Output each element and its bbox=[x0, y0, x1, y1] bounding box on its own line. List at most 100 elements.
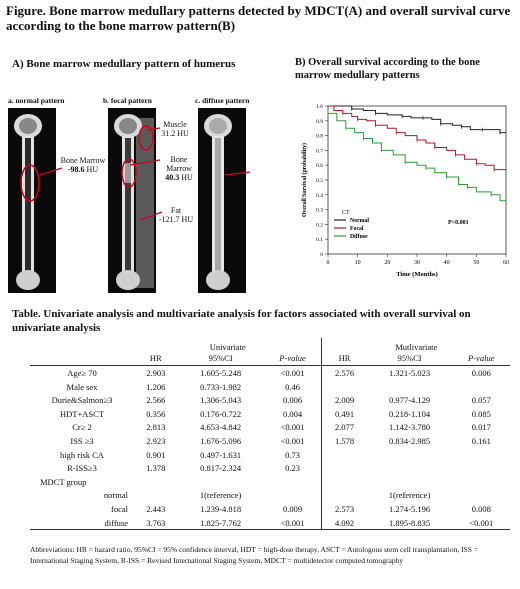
table-row: high risk CA 0.901 0.497-1.631 0.73 bbox=[30, 447, 511, 462]
table-row-label: Durie&Salmon≥3 bbox=[51, 395, 113, 406]
table-row-label: diffuse bbox=[104, 517, 128, 528]
muscle-label: Muscle bbox=[163, 120, 187, 129]
table-row: ISS ≥3 2.923 1.676-5.096 <0.001 1.578 0.834-2… bbox=[30, 434, 510, 448]
table-cell-u-ci: 1(reference) bbox=[199, 490, 242, 501]
panel-b-title: B) Overall survival according to the bon… bbox=[295, 57, 480, 81]
table-row: normal 1(reference) 1(reference) bbox=[30, 488, 510, 503]
table-row-label: high risk CA bbox=[60, 449, 104, 460]
table-cell-m-hr: 2.573 bbox=[321, 502, 367, 516]
focal-bm-value-line: 40.3 HU bbox=[158, 173, 200, 182]
fat-label: Fat bbox=[170, 206, 182, 215]
table-cell-u-hr: 2.903 bbox=[146, 367, 166, 378]
table-cell-u-hr: 2.566 bbox=[146, 395, 166, 406]
y-tick-label: 0.8 bbox=[316, 134, 323, 140]
x-tick-label: 20 bbox=[384, 260, 390, 266]
x-tick-label: 60 bbox=[503, 260, 509, 266]
table-cell-u-hr: 0.901 bbox=[146, 449, 166, 460]
y-tick-label: 0.1 bbox=[316, 237, 323, 243]
table-cell-u-ci: 0.817-2.324 bbox=[200, 463, 242, 474]
table-cell-m-ci: 0.977-4.129 bbox=[388, 395, 431, 406]
col-header-m-hr: HR bbox=[321, 351, 367, 366]
table-cell-m-hr bbox=[321, 474, 367, 489]
table-cell-u-ci: 1.676-5.096 bbox=[200, 435, 242, 446]
table-cell-m-ci bbox=[367, 461, 453, 475]
x-tick-label: 30 bbox=[414, 260, 420, 266]
table-cell-u-p: 0.009 bbox=[282, 503, 303, 514]
table-cell-u-ci: 4.653-4.842 bbox=[200, 422, 242, 433]
annotation-leaders bbox=[39, 127, 251, 221]
table-cell-m-hr: 0.491 bbox=[321, 406, 367, 421]
table-cell-m-hr: 2.009 bbox=[321, 393, 367, 407]
results-table: Univariate Mutlivariate HR 95%CI P-value… bbox=[30, 338, 510, 530]
table-cell-u-p: <0.001 bbox=[280, 435, 305, 446]
table-cell-u-p: 0.73 bbox=[285, 449, 300, 460]
table-cell-u-ci: 1.239-4.818 bbox=[200, 503, 242, 514]
legend-label-diffuse: Diffuse bbox=[350, 234, 368, 240]
muscle-annotation: Muscle 31.2 HU bbox=[155, 120, 195, 138]
table-label-header bbox=[30, 352, 134, 366]
survival-curve-focal bbox=[328, 105, 506, 171]
table-cell-m-p bbox=[453, 380, 511, 394]
table-cell-u-hr: 1.206 bbox=[146, 381, 166, 392]
table-cell-u-p bbox=[264, 489, 322, 503]
y-tick-label: 0.4 bbox=[316, 193, 323, 199]
normal-bm-label: Bone Marrow bbox=[60, 156, 106, 165]
xray-diffuse-image bbox=[198, 108, 246, 293]
table-cell-m-hr bbox=[321, 461, 367, 475]
table-cell-m-ci: 0.834-2.985 bbox=[388, 435, 431, 446]
table-group-header-row: Univariate Mutlivariate bbox=[30, 338, 510, 352]
legend-label-focal: Focal bbox=[350, 226, 364, 232]
table-row: Cr≥ 2 2.813 4.653-4.842 <0.001 2.077 1.142-3.… bbox=[30, 420, 510, 435]
x-tick-label: 0 bbox=[327, 260, 330, 266]
table-cell-u-hr: 1.378 bbox=[146, 463, 166, 474]
table-row-label: Age≥ 70 bbox=[67, 367, 97, 378]
table-footnote: Abbreviations: HR = hazard ratio, 95%CI … bbox=[30, 545, 479, 565]
y-tick-label: 0.7 bbox=[316, 148, 323, 154]
focal-bm-label: Bone Marrow bbox=[166, 155, 192, 173]
focal-bm-value: 40.3 bbox=[165, 173, 180, 182]
table-row: focal 2.443 1.239-4.818 0.009 2.573 1.274-5.1… bbox=[30, 502, 510, 516]
y-axis-label: Overall Survival (probability) bbox=[301, 143, 308, 217]
table-cell-m-ci bbox=[367, 475, 453, 489]
km-survival-chart: 0 0.1 0.2 0.3 0.4 0.5 0.6 0.7 0.8 0.9 1.0 0 10 20 30 40… bbox=[301, 104, 509, 278]
table-cell-m-ci bbox=[367, 380, 453, 394]
table-cell-u-ci: 0.176-0.722 bbox=[200, 408, 242, 419]
table-cell-m-hr: 2.576 bbox=[321, 365, 367, 380]
y-tick-label: 0.2 bbox=[316, 222, 323, 228]
table-cell-m-p: 0.008 bbox=[471, 503, 491, 514]
table-row: Durie&Salmon≥3 2.566 1.306-5.043 0.006 2.009… bbox=[30, 393, 510, 407]
table-cell-m-hr bbox=[321, 379, 367, 394]
table-cell-u-ci bbox=[178, 475, 264, 489]
table-cell-m-p bbox=[453, 448, 511, 462]
figure-title: Figure. Bone marrow medullary patterns d… bbox=[6, 3, 511, 33]
table-row: Male sex 1.206 0.733-1.982 0.46 bbox=[30, 379, 511, 394]
x-tick-label: 10 bbox=[355, 260, 361, 266]
table-cell-u-ci: 1.306-5.043 bbox=[200, 395, 242, 406]
table-cell-m-ci: 1.895-8.835 bbox=[388, 517, 431, 528]
table-cell-u-hr: 2.443 bbox=[146, 503, 166, 514]
y-tick-label: 0 bbox=[320, 252, 323, 258]
table-title: Table. Univariate analysis and multivari… bbox=[12, 308, 471, 334]
multivariate-header: Mutlivariate bbox=[321, 338, 510, 352]
table-cell-m-hr: 4.092 bbox=[321, 515, 367, 530]
table-cell-m-p: 0.057 bbox=[471, 395, 491, 406]
y-tick-label: 0.9 bbox=[316, 119, 323, 125]
panel-a-label-diffuse: c. diffuse pattern bbox=[195, 96, 250, 105]
x-axis-label: Time (Months) bbox=[396, 271, 438, 278]
table-row: Age≥ 70 2.903 1.605-5.248 <0.001 2.576 1.321-… bbox=[30, 365, 510, 380]
table-cell-u-p: 0.004 bbox=[282, 408, 303, 419]
table-cell-m-hr: 2.077 bbox=[321, 420, 367, 435]
xray-focal-image bbox=[108, 108, 156, 293]
normal-bm-value: -98.6 bbox=[67, 165, 85, 174]
table-cell-u-ci: 0.497-1.631 bbox=[200, 449, 242, 460]
x-tick-label: 50 bbox=[473, 260, 479, 266]
univariate-header: Univariate bbox=[209, 341, 246, 352]
table-cell-u-hr: 2.923 bbox=[146, 435, 166, 446]
table-cell-m-ci: 0.218-1.104 bbox=[388, 408, 431, 419]
table-cell-u-p: 0.46 bbox=[285, 381, 300, 392]
y-tick-label: 0.6 bbox=[316, 163, 323, 169]
table-cell-m-ci: 1.274-5.196 bbox=[388, 503, 431, 514]
table-row: R-ISS≥3 1.378 0.817-2.324 0.23 bbox=[30, 461, 510, 475]
table-cell-m-p bbox=[453, 461, 511, 475]
table-corner-cell bbox=[30, 338, 134, 352]
